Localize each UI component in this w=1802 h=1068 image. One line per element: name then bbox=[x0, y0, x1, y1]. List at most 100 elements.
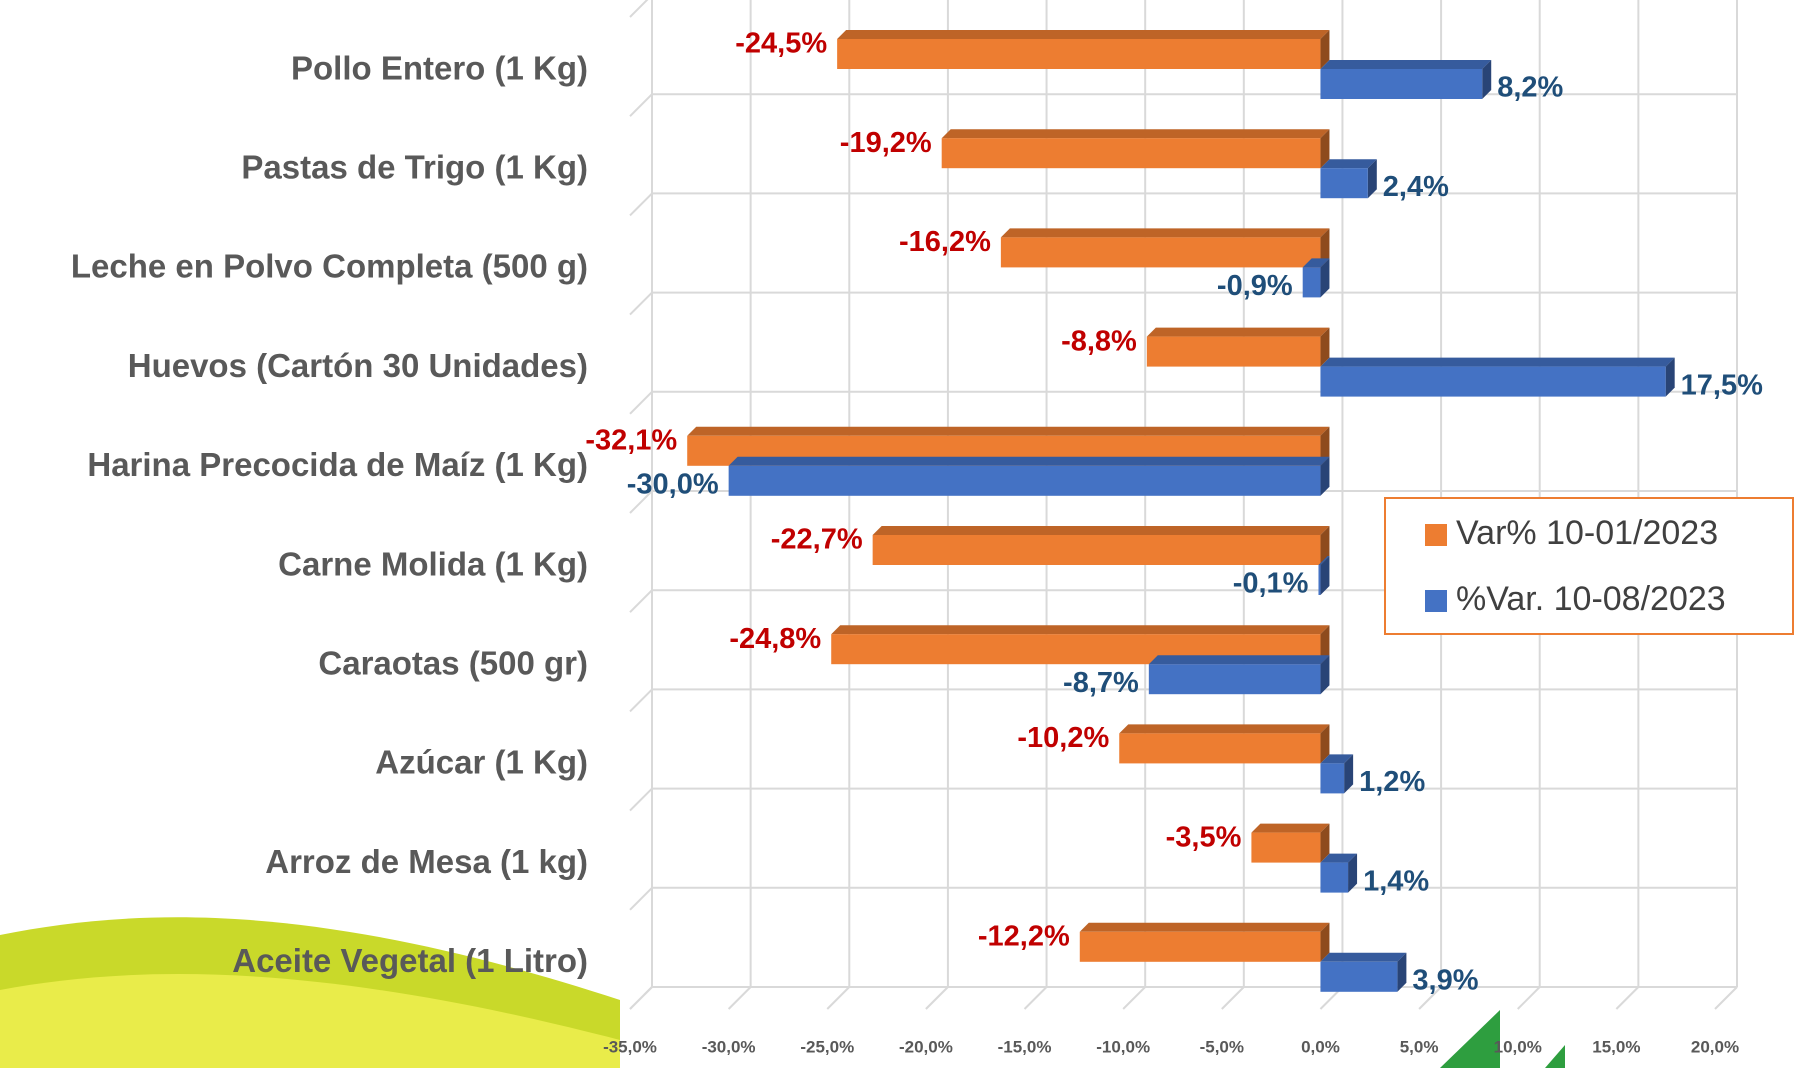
bar-top bbox=[1320, 159, 1376, 168]
bar-top bbox=[942, 129, 1330, 138]
x-tick-label: -15,0% bbox=[998, 1037, 1052, 1056]
x-tick-label: -25,0% bbox=[800, 1037, 854, 1056]
value-label: -24,8% bbox=[729, 623, 821, 655]
value-label: 3,9% bbox=[1412, 964, 1478, 996]
value-label: 1,4% bbox=[1363, 865, 1429, 897]
value-label: 2,4% bbox=[1383, 171, 1449, 203]
bar-top bbox=[1251, 824, 1329, 833]
bar-top bbox=[831, 625, 1329, 634]
bar-top bbox=[1001, 228, 1330, 237]
category-label: Caraotas (500 gr) bbox=[318, 645, 588, 682]
legend-swatch bbox=[1425, 524, 1447, 546]
grid-line bbox=[630, 789, 652, 811]
grid-line bbox=[630, 0, 652, 17]
bar bbox=[1320, 367, 1665, 397]
grid-line bbox=[630, 689, 652, 711]
category-label: Pollo Entero (1 Kg) bbox=[291, 49, 588, 86]
value-label: -22,7% bbox=[771, 524, 863, 556]
x-tick-label: -20,0% bbox=[899, 1037, 953, 1056]
bar bbox=[1320, 863, 1348, 893]
value-label: 8,2% bbox=[1497, 72, 1563, 104]
category-label: Aceite Vegetal (1 Litro) bbox=[232, 942, 588, 979]
bar bbox=[1318, 565, 1320, 595]
bar-top bbox=[1320, 953, 1406, 962]
category-label: Harina Precocida de Maíz (1 Kg) bbox=[87, 446, 588, 483]
grid-line bbox=[827, 987, 849, 1009]
bar bbox=[942, 138, 1321, 168]
grid-line bbox=[630, 293, 652, 315]
grid-line bbox=[1518, 987, 1540, 1009]
bar-top bbox=[687, 427, 1329, 436]
x-tick-label: 20,0% bbox=[1691, 1037, 1739, 1056]
bar-top bbox=[837, 30, 1329, 39]
value-label: -24,5% bbox=[735, 28, 827, 60]
bar bbox=[1001, 237, 1321, 267]
grid-line bbox=[729, 987, 751, 1009]
x-tick-label: 10,0% bbox=[1494, 1037, 1542, 1056]
legend: Var% 10-01/2023 %Var. 10-08/2023 bbox=[1385, 498, 1793, 634]
bar-top bbox=[1320, 358, 1674, 367]
value-label: -19,2% bbox=[840, 127, 932, 159]
category-label: Pastas de Trigo (1 Kg) bbox=[241, 149, 588, 186]
grid-line bbox=[1616, 987, 1638, 1009]
bar bbox=[1119, 733, 1320, 763]
bar bbox=[873, 535, 1321, 565]
value-label: -12,2% bbox=[978, 920, 1070, 952]
bar-top bbox=[1149, 655, 1330, 664]
bar-top bbox=[1147, 328, 1330, 337]
chart: -35,0% -30,0% -25,0% -20,0% -15,0% -10,0% -5,0… bbox=[0, 0, 1802, 1068]
x-tick-label: -30,0% bbox=[702, 1037, 756, 1056]
legend-label: Var% 10-01/2023 bbox=[1456, 514, 1718, 552]
value-label: -0,9% bbox=[1217, 270, 1293, 302]
category-label: Arroz de Mesa (1 kg) bbox=[265, 843, 588, 880]
bar bbox=[729, 466, 1321, 496]
x-tick-label: 0,0% bbox=[1301, 1037, 1340, 1056]
grid-line bbox=[1222, 987, 1244, 1009]
value-label: -16,2% bbox=[899, 226, 991, 258]
x-tick-label: -35,0% bbox=[603, 1037, 657, 1056]
grid-line bbox=[630, 888, 652, 910]
grid-line bbox=[630, 987, 652, 1009]
bar bbox=[1303, 267, 1321, 297]
x-tick-label: -5,0% bbox=[1200, 1037, 1244, 1056]
category-label: Leche en Polvo Completa (500 g) bbox=[71, 248, 588, 285]
grid-line bbox=[1025, 987, 1047, 1009]
bar bbox=[1149, 664, 1321, 694]
value-label: -30,0% bbox=[627, 468, 719, 500]
grid-line bbox=[630, 590, 652, 612]
value-label: -32,1% bbox=[585, 424, 677, 456]
grid-line bbox=[926, 987, 948, 1009]
decoration bbox=[1440, 1010, 1500, 1068]
value-label: -3,5% bbox=[1166, 821, 1242, 853]
legend-swatch bbox=[1425, 590, 1447, 612]
grid-line bbox=[630, 392, 652, 414]
bar-top bbox=[1320, 60, 1491, 69]
bar-top bbox=[873, 526, 1330, 535]
x-tick-label: 15,0% bbox=[1592, 1037, 1640, 1056]
grid-line bbox=[1123, 987, 1145, 1009]
bar bbox=[1320, 168, 1367, 198]
bar bbox=[1080, 932, 1321, 962]
grid-line bbox=[630, 193, 652, 215]
bar bbox=[1320, 69, 1482, 99]
decoration bbox=[1545, 1045, 1565, 1068]
x-tick-label: -10,0% bbox=[1096, 1037, 1150, 1056]
value-label: -0,1% bbox=[1233, 568, 1309, 600]
legend-label: %Var. 10-08/2023 bbox=[1456, 580, 1726, 618]
bar bbox=[1147, 337, 1321, 367]
value-label: -10,2% bbox=[1017, 722, 1109, 754]
bar bbox=[1320, 962, 1397, 992]
grid-line bbox=[630, 94, 652, 116]
grid-line bbox=[1715, 987, 1737, 1009]
bar bbox=[1251, 833, 1320, 863]
value-label: 17,5% bbox=[1681, 369, 1763, 401]
value-label: 1,2% bbox=[1359, 766, 1425, 798]
category-label: Carne Molida (1 Kg) bbox=[278, 545, 588, 582]
bar-top bbox=[729, 457, 1330, 466]
bar bbox=[1320, 763, 1344, 793]
category-label: Azúcar (1 Kg) bbox=[375, 744, 588, 781]
value-label: -8,8% bbox=[1061, 325, 1137, 357]
bar-top bbox=[1080, 923, 1330, 932]
value-label: -8,7% bbox=[1063, 667, 1139, 699]
x-tick-label: 5,0% bbox=[1400, 1037, 1439, 1056]
